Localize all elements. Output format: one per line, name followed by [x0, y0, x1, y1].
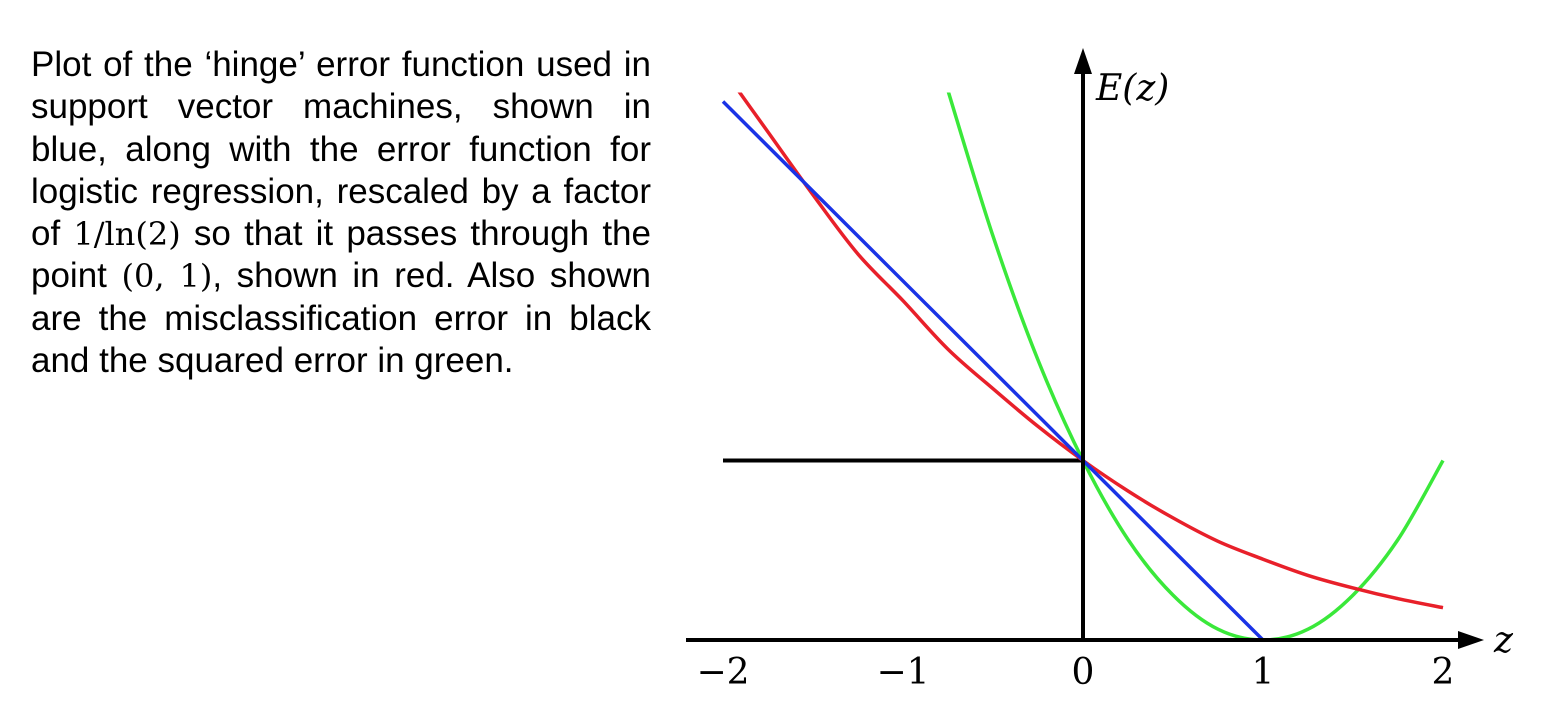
x-tick-label: 0 — [1072, 652, 1095, 693]
y-axis-label: E(z) — [1095, 68, 1169, 109]
figure-caption: Plot of the ‘hinge’ error function used … — [31, 44, 651, 382]
caption-text-2: so that it passes through the point — [31, 214, 651, 296]
caption-math-1: 1/ln(2) — [73, 215, 181, 254]
axes-layer — [686, 48, 1484, 649]
x-tick-label: 1 — [1252, 652, 1275, 693]
y-axis-arrowhead — [1074, 48, 1092, 74]
labels-layer: z E(z) −2 −1 0 1 2 — [696, 68, 1514, 693]
series-line-squared — [946, 92, 1445, 642]
x-axis-label: z — [1493, 620, 1514, 661]
x-tick-label: 2 — [1432, 652, 1455, 693]
x-tick-label: −2 — [696, 652, 749, 693]
x-tick-label: −1 — [876, 652, 929, 693]
caption-math-2: (0, 1) — [121, 257, 213, 296]
caption-text-3: , shown in red. Also shown are the miscl… — [31, 256, 651, 381]
x-axis-arrowhead — [1458, 631, 1484, 649]
caption-text-1: Plot of the ‘hinge’ error function used … — [31, 45, 651, 254]
